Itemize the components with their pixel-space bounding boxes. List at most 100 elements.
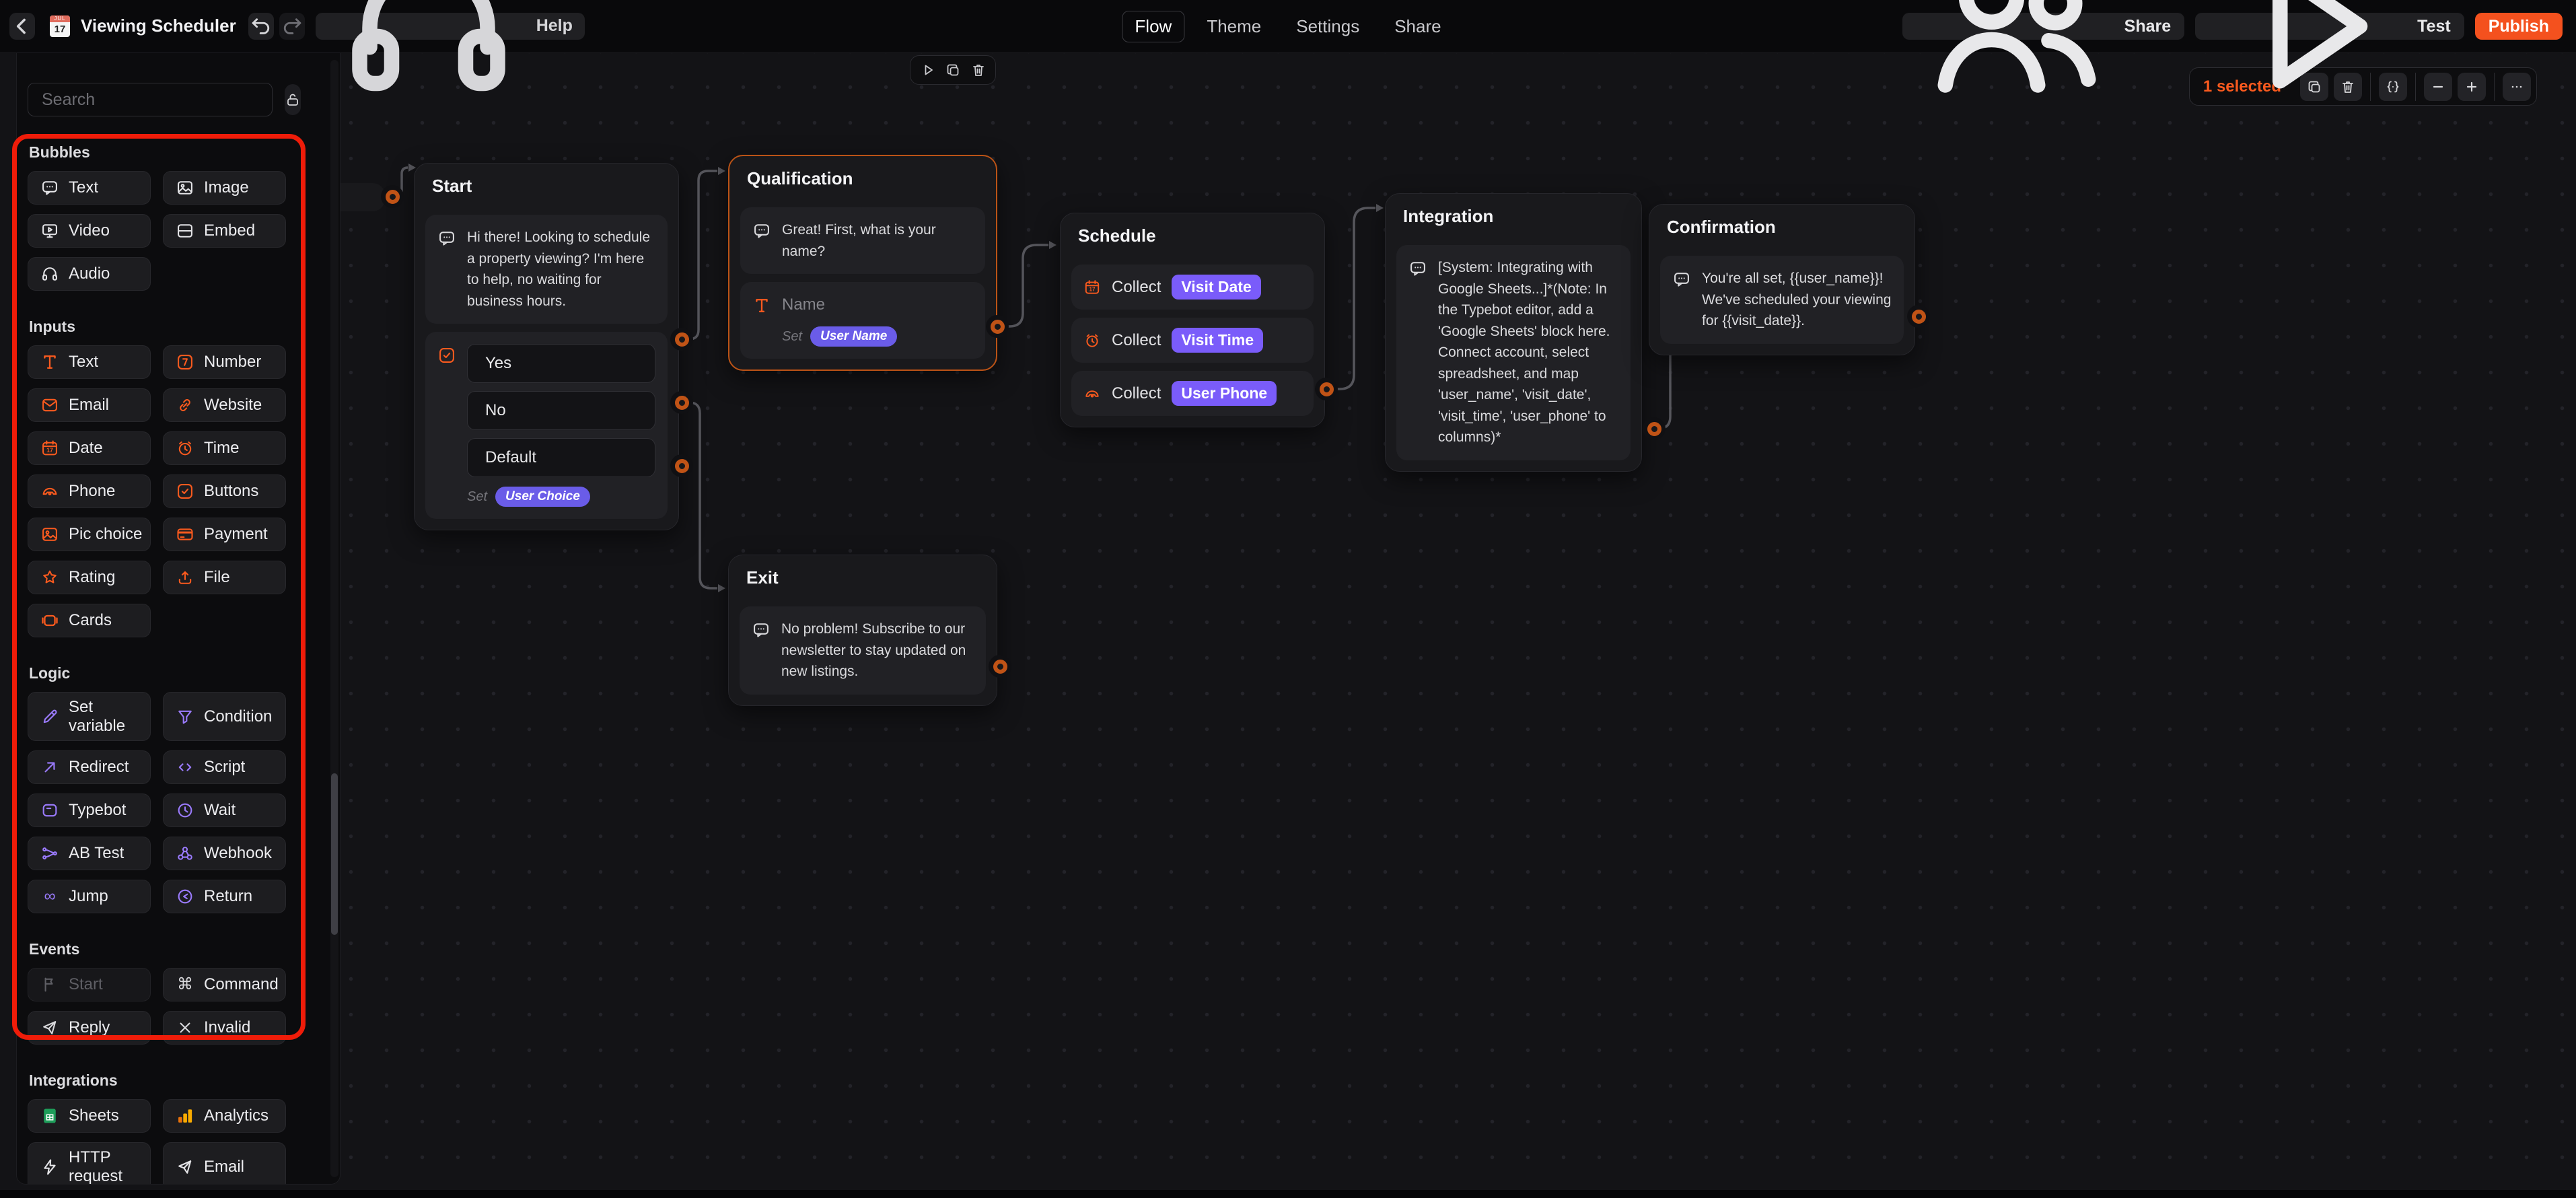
group-start[interactable]: Start Hi there! Looking to schedule a pr…: [414, 163, 679, 530]
group-title[interactable]: Start: [432, 176, 472, 196]
trash-icon[interactable]: [970, 62, 987, 78]
share-button[interactable]: Share: [1902, 0, 2185, 93]
sidebar-item-start[interactable]: Start: [28, 968, 151, 1002]
copy-button[interactable]: [2300, 72, 2328, 101]
connection-port[interactable]: [670, 391, 693, 414]
connection-port[interactable]: [670, 328, 693, 351]
connection-port[interactable]: [1643, 417, 1666, 440]
sidebar-item-video[interactable]: Video: [28, 214, 151, 248]
variable-badge[interactable]: Visit Time: [1172, 328, 1264, 353]
group-title[interactable]: Exit: [746, 567, 779, 588]
copy-icon[interactable]: [945, 62, 961, 78]
sidebar-item-invalid[interactable]: Invalid: [163, 1011, 286, 1045]
sidebar-item-image[interactable]: Image: [163, 171, 286, 205]
text-bubble-block[interactable]: Great! First, what is your name?: [740, 207, 985, 274]
collect-block[interactable]: 17 Collect Visit Date: [1071, 265, 1314, 310]
text-bubble-block[interactable]: Hi there! Looking to schedule a property…: [425, 215, 668, 324]
sidebar-item-script[interactable]: Script: [163, 750, 286, 785]
sidebar-item-pic-choice[interactable]: Pic choice: [28, 518, 151, 551]
variable-badge[interactable]: User Phone: [1172, 381, 1277, 406]
search-input[interactable]: [28, 83, 273, 116]
sidebar-item-http-request[interactable]: HTTP request: [28, 1142, 151, 1184]
sidebar-item-analytics[interactable]: Analytics: [163, 1099, 286, 1133]
group-title[interactable]: Integration: [1403, 206, 1494, 226]
collect-block[interactable]: Collect User Phone: [1071, 371, 1314, 416]
sidebar-item-wait[interactable]: Wait: [163, 794, 286, 828]
play-icon[interactable]: [920, 62, 936, 78]
help-button[interactable]: Help: [315, 0, 585, 91]
sidebar-item-rating[interactable]: Rating: [28, 561, 151, 594]
sidebar-item-text[interactable]: Text: [28, 345, 151, 379]
connection-port[interactable]: [1907, 305, 1930, 328]
sidebar-item-cards[interactable]: Cards: [28, 604, 151, 637]
connection-port[interactable]: [381, 185, 404, 208]
sidebar-item-sheets[interactable]: Sheets: [28, 1099, 151, 1133]
bot-title[interactable]: Viewing Scheduler: [81, 15, 236, 36]
group-title[interactable]: Schedule: [1078, 225, 1156, 246]
redo-button[interactable]: [279, 12, 305, 40]
text-bubble-block[interactable]: [System: Integrating with Google Sheets.…: [1396, 245, 1631, 460]
braces-button[interactable]: [2379, 72, 2407, 101]
sidebar-item-file[interactable]: File: [163, 561, 286, 594]
group-title[interactable]: Qualification: [747, 168, 853, 188]
zoom-in-button[interactable]: [2458, 72, 2486, 101]
sidebar-item-set-variable[interactable]: Set variable: [28, 692, 151, 742]
connection-port[interactable]: [670, 454, 693, 477]
sidebar-item-condition[interactable]: Condition: [163, 692, 286, 742]
back-button[interactable]: [9, 12, 35, 40]
text-input-block[interactable]: Name Set User Name: [740, 282, 985, 359]
sidebar-item-text[interactable]: Text: [28, 171, 151, 205]
choice-option[interactable]: Yes: [467, 344, 655, 383]
group-title[interactable]: Confirmation: [1667, 217, 1776, 237]
collect-block[interactable]: Collect Visit Time: [1071, 318, 1314, 363]
sidebar-item-buttons[interactable]: Buttons: [163, 474, 286, 508]
text-bubble-block[interactable]: No problem! Subscribe to our newsletter …: [740, 606, 986, 695]
sidebar-item-payment[interactable]: Payment: [163, 518, 286, 551]
sidebar-item-webhook[interactable]: Webhook: [163, 837, 286, 871]
sidebar-item-redirect[interactable]: Redirect: [28, 750, 151, 785]
sidebar-item-phone[interactable]: Phone: [28, 474, 151, 508]
flow-canvas[interactable]: Start Hi there! Looking to schedule a pr…: [0, 53, 2576, 1198]
tab-flow[interactable]: Flow: [1122, 10, 1185, 42]
connection-port[interactable]: [986, 315, 1009, 338]
undo-button[interactable]: [248, 12, 274, 40]
group-integration[interactable]: Integration [System: Integrating with Go…: [1385, 193, 1642, 472]
group-exit[interactable]: Exit No problem! Subscribe to our newsle…: [728, 555, 997, 706]
text-bubble-block[interactable]: You're all set, {{user_name}}! We've sch…: [1660, 256, 1904, 344]
choice-option[interactable]: No: [467, 391, 655, 430]
connection-port[interactable]: [1315, 378, 1338, 400]
group-confirmation[interactable]: Confirmation You're all set, {{user_name…: [1649, 204, 1915, 355]
group-qualification[interactable]: Qualification Great! First, what is your…: [728, 155, 997, 371]
choice-option[interactable]: Default: [467, 438, 655, 477]
sidebar-item-return[interactable]: Return: [163, 880, 286, 914]
sidebar-item-date[interactable]: 17 Date: [28, 431, 151, 465]
sidebar-item-ab-test[interactable]: AB Test: [28, 837, 151, 871]
tab-settings[interactable]: Settings: [1296, 15, 1360, 36]
sidebar-item-typebot[interactable]: Typebot: [28, 794, 151, 828]
sidebar-item-reply[interactable]: Reply: [28, 1011, 151, 1045]
test-button[interactable]: Test: [2195, 0, 2464, 89]
sidebar-item-command[interactable]: ⌘ Command: [163, 968, 286, 1002]
sidebar-item-jump[interactable]: ∞ Jump: [28, 880, 151, 914]
sidebar-item-time[interactable]: Time: [163, 431, 286, 465]
connection-port[interactable]: [989, 655, 1011, 678]
variable-badge[interactable]: User Name: [810, 326, 898, 347]
tab-theme[interactable]: Theme: [1207, 15, 1262, 36]
sidebar-item-audio[interactable]: Audio: [28, 257, 151, 291]
zoom-out-button[interactable]: [2424, 72, 2452, 101]
dots-button[interactable]: [2503, 72, 2531, 101]
sidebar-scrollbar-thumb[interactable]: [331, 773, 338, 935]
trash-button[interactable]: [2334, 72, 2362, 101]
sidebar-item-embed[interactable]: Embed: [163, 214, 286, 248]
variable-badge[interactable]: Visit Date: [1172, 275, 1261, 300]
sidebar-item-email[interactable]: Email: [28, 388, 151, 422]
publish-button[interactable]: Publish: [2474, 13, 2563, 40]
variable-badge[interactable]: User Choice: [495, 487, 590, 507]
sidebar-item-website[interactable]: Website: [163, 388, 286, 422]
sidebar-item-email[interactable]: Email: [163, 1142, 286, 1184]
sidebar-item-number[interactable]: Number: [163, 345, 286, 379]
tab-share[interactable]: Share: [1394, 15, 1441, 36]
group-schedule[interactable]: Schedule 17 Collect Visit Date Collect V…: [1060, 213, 1325, 427]
unlock-sidebar-button[interactable]: [285, 84, 301, 115]
buttons-input-block[interactable]: Yes No Default Set User Choice: [425, 332, 668, 519]
